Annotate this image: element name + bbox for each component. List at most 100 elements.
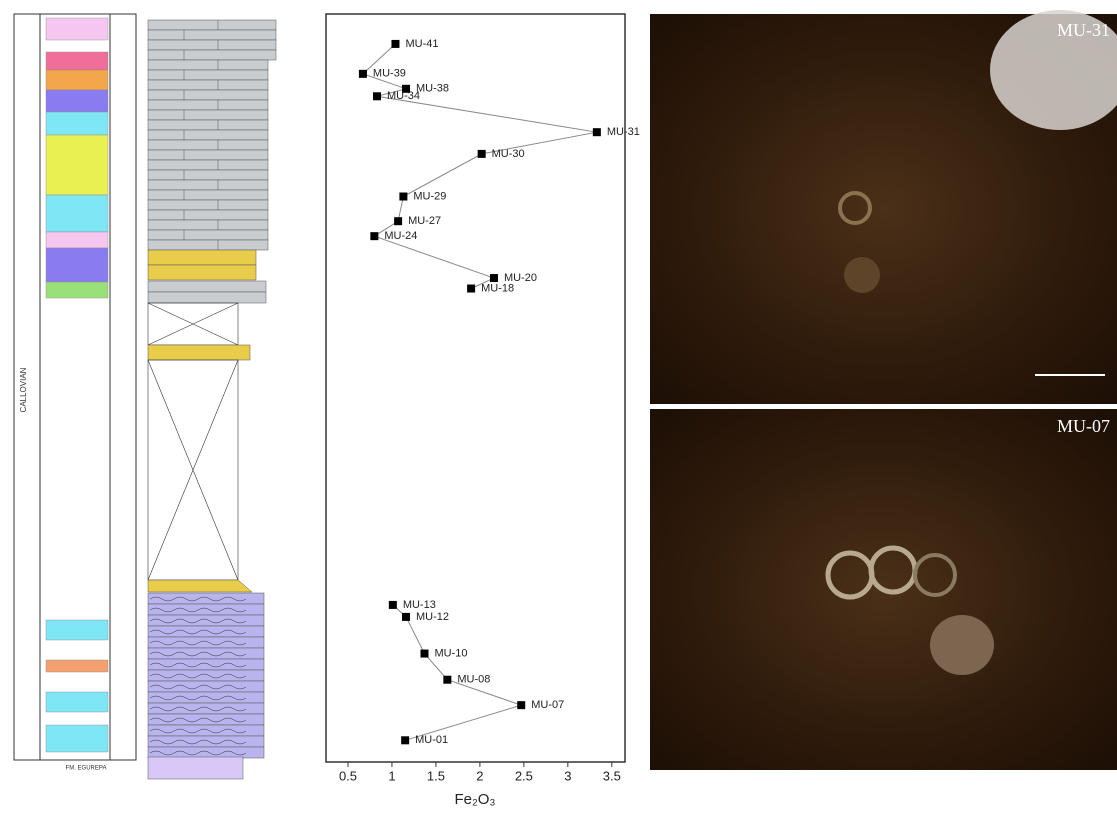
photo-feature [990,10,1117,130]
data-point [391,39,400,48]
lithology-bed [147,614,265,627]
formation-label: FM. EGUREPA [66,766,107,772]
point-label: MU-34 [387,90,420,102]
lithology-bed [147,249,257,266]
lithology-bed [147,592,265,605]
data-point [477,149,486,158]
point-label: MU-30 [492,148,525,160]
wavy-marl [149,629,247,635]
x-tick-label: 0.5 [339,768,357,783]
point-label: MU-29 [413,190,446,202]
lithology-bed [147,680,265,693]
wavy-marl [149,717,247,723]
point-label: MU-39 [373,68,406,80]
lithology-bed [147,139,269,151]
lithology-bed [147,691,265,704]
point-label: MU-12 [416,611,449,623]
wavy-marl [149,706,247,712]
lithology-bed [147,603,265,616]
strat-band [45,89,109,113]
lithology-bed [147,579,253,593]
photo-label: MU-07 [1057,416,1110,436]
x-tick-label: 3.5 [603,768,621,783]
wavy-marl [149,662,247,668]
x-axis-title: Fe₂O₃ [454,791,495,808]
point-label: MU-10 [434,647,467,659]
data-point [592,128,601,137]
wavy-marl [149,750,247,756]
strat-band [45,619,109,641]
data-point [420,649,429,658]
point-label: MU-31 [607,126,640,138]
wavy-marl [149,607,247,613]
data-point [388,600,397,609]
lithology-bed [147,149,269,161]
point-label: MU-38 [416,83,449,95]
data-point [402,612,411,621]
covered-cross [147,359,239,581]
lithology-bed [147,209,269,221]
lithology-bed [147,647,265,660]
data-point [373,92,382,101]
lithology-bed [147,658,265,671]
lithology-bed [147,344,251,361]
lithology-bed [147,169,269,181]
wavy-marl [149,651,247,657]
photo-feature [838,191,872,225]
data-point [358,69,367,78]
lithology-bed [147,29,277,41]
height-scale [109,13,137,761]
wavy-marl [149,695,247,701]
lithology-bed [147,735,265,748]
stage-label: CALLOVIAN [19,367,28,412]
strat-band [45,194,109,233]
lithology-bed [147,89,269,101]
x-tick-label: 1 [388,768,395,783]
lithology-bed [147,669,265,682]
lithology-bed [147,199,269,211]
lithology-bed [147,724,265,737]
data-point [401,736,410,745]
wavy-marl [149,640,247,646]
lithology-bed [147,229,269,241]
micrograph: MU-31 MU-07 [650,10,1117,770]
lithology-bed [147,59,269,71]
lithology-bed [147,625,265,638]
data-point [399,192,408,201]
strat-band [45,691,109,713]
point-label: MU-07 [531,699,564,711]
data-point [489,274,498,283]
photo-feature [930,615,994,675]
strat-band [45,69,109,91]
x-tick-label: 2 [476,768,483,783]
lithology-bed [147,264,257,281]
series-line [361,43,597,741]
strat-band [45,17,109,41]
strat-column: CALLOVIAN FM. EGUREPA [13,13,277,780]
point-label: MU-20 [504,272,537,284]
lithology-bed [147,746,265,759]
lithology-bed [147,69,269,81]
point-label: MU-08 [457,674,490,686]
data-point [402,84,411,93]
strat-band [45,111,109,136]
plot-frame [325,13,626,763]
data-point [370,232,379,241]
photo-feature [913,553,957,597]
lithology-bed [147,159,269,171]
point-label: MU-24 [384,230,417,242]
lithology-bed [147,79,269,91]
photo-feature [844,257,880,293]
wavy-marl [149,684,247,690]
lithology-bed [147,239,269,251]
strat-band [45,134,109,196]
strat-band [45,231,109,249]
lithology-bed [147,49,277,61]
lithology-bed [147,636,265,649]
lithology-bed [147,756,244,780]
point-label: MU-41 [405,38,438,50]
wavy-marl [149,673,247,679]
x-tick-label: 1.5 [427,768,445,783]
strat-band [45,724,109,753]
